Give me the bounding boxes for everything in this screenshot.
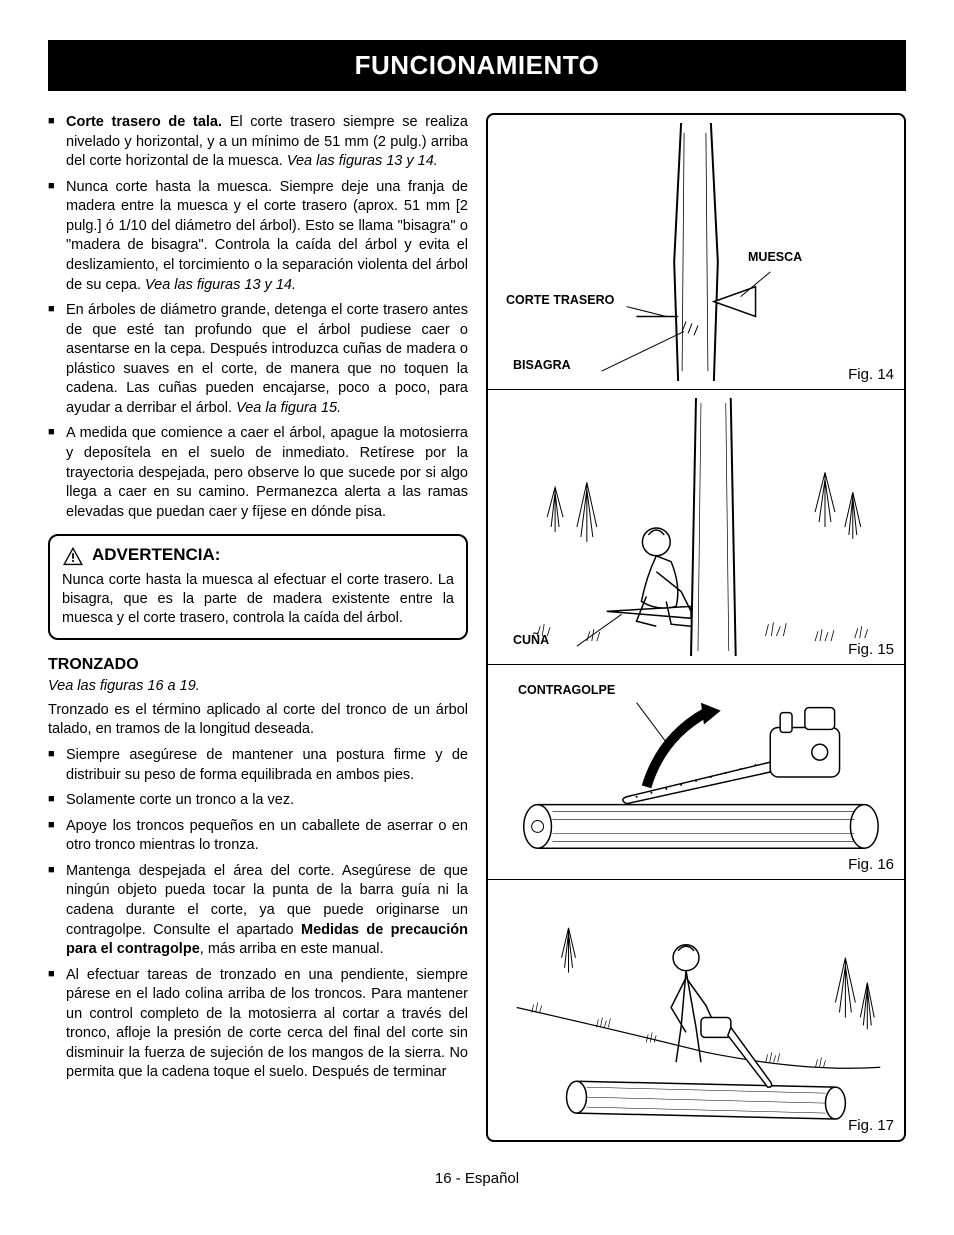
warning-icon [62, 546, 84, 566]
bullet-list-1: Corte trasero de tala. El corte trasero … [48, 113, 468, 522]
fig16-caption: Fig. 16 [848, 856, 894, 873]
bullet-item: Mantenga despejada el área del corte. As… [48, 862, 468, 960]
bullet-item: Nunca corte hasta la muesca. Siempre dej… [48, 178, 468, 295]
figure-15: CUÑA Fig. 15 [488, 390, 904, 665]
warning-title: ADVERTENCIA: [92, 544, 220, 567]
fig14-svg [496, 123, 896, 381]
fig15-svg [496, 398, 896, 656]
label-bisagra: BISAGRA [513, 358, 571, 372]
warning-box: ADVERTENCIA: Nunca corte hasta la muesca… [48, 534, 468, 639]
warning-body: Nunca corte hasta la muesca al efectuar … [62, 571, 454, 628]
label-muesca: MUESCA [748, 250, 802, 264]
bullet-body: Nunca corte hasta la muesca. Siempre dej… [66, 179, 468, 293]
right-column: MUESCA CORTE TRASERO BISAGRA Fig. 14 [486, 113, 906, 1142]
fig16-svg [496, 673, 896, 871]
tronzado-intro: Tronzado es el término aplicado al corte… [48, 701, 468, 740]
figure-16: CONTRAGOLPE Fig. 16 [488, 665, 904, 880]
label-corte-trasero: CORTE TRASERO [506, 293, 614, 307]
bullet-item: Apoye los troncos pequeños en un caballe… [48, 817, 468, 856]
figure-14: MUESCA CORTE TRASERO BISAGRA Fig. 14 [488, 115, 904, 390]
warning-header: ADVERTENCIA: [62, 544, 454, 567]
tronzado-head: TRONZADO [48, 654, 468, 676]
bullet-tail: Vea las figuras 13 y 14. [287, 153, 438, 169]
tronzado-sub: Vea las figuras 16 a 19. [48, 677, 468, 697]
bullet-item: En árboles de diámetro grande, detenga e… [48, 301, 468, 418]
page-title: FUNCIONAMIENTO [48, 40, 906, 91]
bullet-list-2: Siempre asegúrese de mantener una postur… [48, 746, 468, 1083]
bullet-item: A medida que comience a caer el árbol, a… [48, 424, 468, 522]
bullet-item: Corte trasero de tala. El corte trasero … [48, 113, 468, 172]
bullet-item: Al efectuar tareas de tronzado en una pe… [48, 966, 468, 1083]
bullet-body: En árboles de diámetro grande, detenga e… [66, 302, 468, 416]
figures-box: MUESCA CORTE TRASERO BISAGRA Fig. 14 [486, 113, 906, 1142]
content-columns: Corte trasero de tala. El corte trasero … [48, 113, 906, 1142]
fig17-svg [496, 888, 896, 1132]
bullet-body: A medida que comience a caer el árbol, a… [66, 425, 468, 519]
label-cuna: CUÑA [513, 633, 549, 647]
bullet-post: , más arriba en este manual. [200, 941, 384, 957]
bullet-tail: Vea la figura 15. [236, 400, 341, 416]
left-column: Corte trasero de tala. El corte trasero … [48, 113, 468, 1142]
figure-17: Fig. 17 [488, 880, 904, 1140]
fig15-caption: Fig. 15 [848, 641, 894, 658]
bullet-tail: Vea las figuras 13 y 14. [145, 277, 296, 293]
fig17-caption: Fig. 17 [848, 1117, 894, 1134]
page-footer: 16 - Español [48, 1170, 906, 1187]
bullet-lead: Corte trasero de tala. [66, 114, 222, 130]
bullet-item: Solamente corte un tronco a la vez. [48, 791, 468, 811]
label-contragolpe: CONTRAGOLPE [518, 683, 615, 697]
fig14-caption: Fig. 14 [848, 366, 894, 383]
bullet-item: Siempre asegúrese de mantener una postur… [48, 746, 468, 785]
